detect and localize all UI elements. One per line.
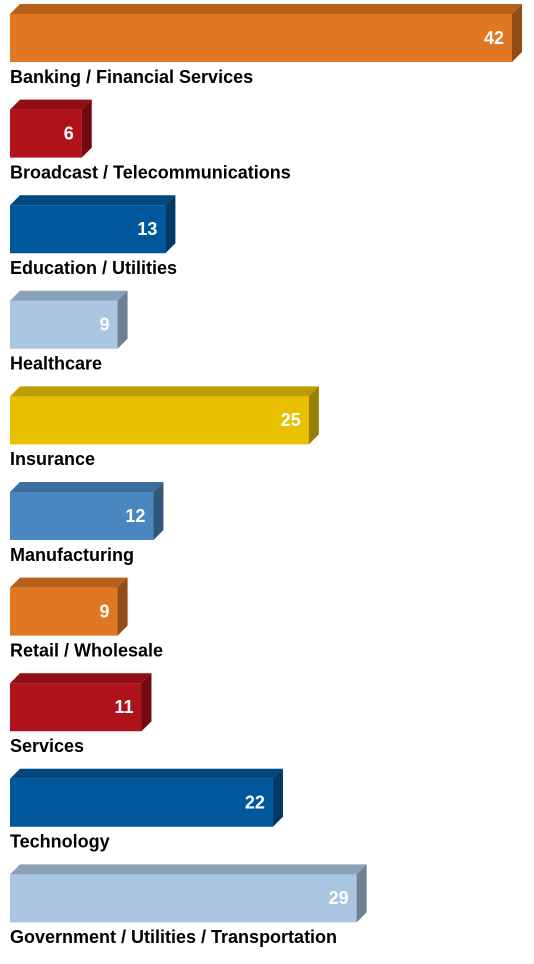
bar	[10, 482, 164, 540]
value-label: 11	[114, 697, 133, 717]
category-label: Government / Utilities / Transportation	[10, 927, 337, 947]
value-label: 22	[245, 793, 265, 813]
value-label: 13	[137, 219, 157, 239]
value-label: 42	[484, 28, 504, 48]
bar	[10, 195, 176, 254]
category-label: Education / Utilities	[10, 258, 177, 278]
bar	[10, 864, 367, 923]
bar	[10, 577, 128, 636]
bar	[10, 99, 92, 158]
bar	[10, 290, 128, 349]
category-label: Technology	[10, 832, 110, 852]
bar	[10, 768, 283, 827]
bar	[10, 4, 522, 62]
bar	[10, 673, 152, 732]
category-label: Broadcast / Telecommunications	[10, 162, 291, 182]
value-label: 6	[64, 123, 74, 143]
value-label: 25	[281, 410, 301, 430]
category-label: Services	[10, 736, 84, 756]
category-label: Manufacturing	[10, 545, 134, 565]
value-label: 12	[125, 506, 145, 526]
value-label: 9	[100, 601, 110, 621]
bar	[10, 386, 319, 445]
category-label: Insurance	[10, 449, 95, 469]
value-label: 29	[329, 888, 349, 908]
value-label: 9	[100, 315, 110, 335]
category-label: Banking / Financial Services	[10, 67, 253, 87]
category-label: Retail / Wholesale	[10, 640, 163, 660]
category-label: Healthcare	[10, 354, 102, 374]
